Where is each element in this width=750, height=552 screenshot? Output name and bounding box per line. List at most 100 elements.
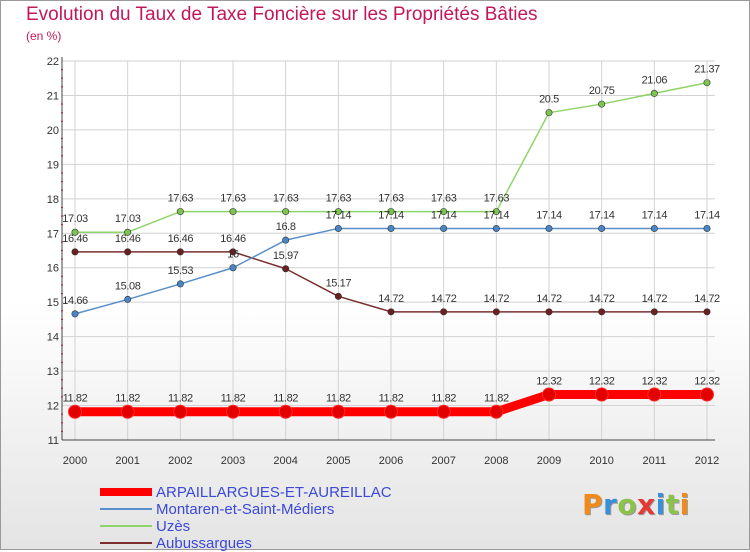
data-label: 17.14 bbox=[694, 209, 720, 221]
data-label: 21.06 bbox=[642, 74, 668, 86]
data-label: 16.8 bbox=[276, 221, 296, 233]
data-point bbox=[282, 208, 290, 216]
data-label: 17.14 bbox=[589, 209, 615, 221]
data-label: 14.72 bbox=[589, 293, 615, 305]
x-tick-label: 2003 bbox=[221, 455, 245, 467]
data-point bbox=[650, 224, 658, 232]
data-label: 11.82 bbox=[326, 393, 351, 405]
data-point bbox=[71, 248, 79, 256]
y-tick-label: 11 bbox=[48, 435, 59, 447]
data-point bbox=[71, 228, 79, 236]
data-label: 14.66 bbox=[62, 295, 88, 307]
data-point bbox=[334, 292, 342, 300]
data-label: 15.17 bbox=[326, 277, 352, 289]
data-point bbox=[334, 224, 342, 232]
data-label: 17.14 bbox=[484, 209, 510, 221]
data-label: 17.63 bbox=[273, 193, 299, 205]
data-label: 11.82 bbox=[221, 393, 246, 405]
data-label: 20.5 bbox=[539, 94, 559, 106]
y-tick-label: 22 bbox=[47, 56, 59, 68]
data-point bbox=[545, 224, 553, 232]
data-point bbox=[229, 264, 237, 272]
logo-letter: i bbox=[655, 488, 666, 521]
data-point bbox=[176, 208, 184, 216]
data-point bbox=[598, 308, 606, 316]
data-point bbox=[124, 248, 132, 256]
y-tick-label: 14 bbox=[47, 332, 59, 344]
data-point bbox=[650, 89, 658, 97]
y-tick-label: 13 bbox=[47, 366, 59, 378]
data-point bbox=[647, 387, 662, 402]
data-label: 14.72 bbox=[536, 293, 562, 305]
data-label: 15.53 bbox=[168, 265, 194, 277]
x-tick-label: 2008 bbox=[484, 455, 508, 467]
y-tick-label: 16 bbox=[47, 263, 59, 275]
data-point bbox=[436, 404, 451, 419]
data-label: 17.03 bbox=[115, 213, 141, 225]
y-axis-unit: (en %) bbox=[26, 29, 62, 43]
data-point bbox=[124, 295, 132, 303]
data-label: 20.75 bbox=[589, 85, 615, 97]
data-point bbox=[492, 308, 500, 316]
data-point bbox=[440, 208, 448, 216]
data-label: 11.82 bbox=[63, 393, 88, 405]
data-point bbox=[703, 308, 711, 316]
data-label: 11.82 bbox=[168, 393, 193, 405]
legend-swatch bbox=[100, 488, 152, 496]
data-point bbox=[282, 236, 290, 244]
axis-layer: 11 12 13 14 15 16 17 18 19 20 21 22 2000 2001 2002 2003… bbox=[47, 56, 719, 467]
legend-swatch bbox=[100, 525, 152, 527]
data-label: 15.08 bbox=[115, 280, 141, 292]
x-tick-label: 2011 bbox=[643, 455, 667, 467]
data-point bbox=[387, 224, 395, 232]
x-tick-label: 2001 bbox=[115, 455, 139, 467]
data-point bbox=[229, 248, 237, 256]
y-tick-label: 17 bbox=[47, 228, 59, 240]
data-point bbox=[545, 308, 553, 316]
data-label: 11.82 bbox=[484, 393, 509, 405]
data-point bbox=[176, 280, 184, 288]
data-label: 11.82 bbox=[379, 393, 404, 405]
data-label: 17.63 bbox=[168, 193, 194, 205]
legend-label: Aubussargues bbox=[156, 535, 252, 552]
data-point bbox=[598, 100, 606, 108]
data-point bbox=[545, 109, 553, 117]
data-label: 12.32 bbox=[536, 376, 562, 388]
data-label: 14.72 bbox=[484, 293, 510, 305]
data-label: 11.82 bbox=[115, 393, 140, 405]
data-point bbox=[598, 224, 606, 232]
data-point bbox=[387, 208, 395, 216]
data-point bbox=[331, 404, 346, 419]
data-point bbox=[703, 79, 711, 87]
y-tick-label: 19 bbox=[47, 159, 59, 171]
data-point bbox=[278, 404, 293, 419]
data-point bbox=[650, 308, 658, 316]
data-point bbox=[492, 224, 500, 232]
data-point bbox=[700, 387, 714, 402]
legend-swatch bbox=[100, 508, 152, 510]
data-point bbox=[542, 387, 556, 402]
data-label: 17.63 bbox=[484, 193, 510, 205]
x-tick-label: 2009 bbox=[537, 455, 561, 467]
data-label: 11.82 bbox=[431, 393, 456, 405]
data-label: 21.37 bbox=[694, 64, 720, 76]
legend-label: Montaren-et-Saint-Médiers bbox=[156, 501, 335, 518]
data-label: 17.63 bbox=[220, 193, 246, 205]
data-label: 17.14 bbox=[378, 209, 404, 221]
data-point bbox=[173, 404, 188, 419]
data-point bbox=[440, 224, 448, 232]
data-label: 17.14 bbox=[431, 209, 457, 221]
data-label: 15.97 bbox=[273, 250, 299, 262]
data-label: 12.32 bbox=[694, 376, 720, 388]
legend-label: ARPAILLARGUES-ET-AUREILLAC bbox=[156, 484, 392, 501]
data-point bbox=[387, 308, 395, 316]
data-label: 17.14 bbox=[326, 209, 352, 221]
x-tick-label: 2005 bbox=[326, 455, 350, 467]
data-point bbox=[492, 208, 500, 216]
data-label: 16.46 bbox=[168, 233, 194, 245]
data-label: 17.63 bbox=[326, 193, 352, 205]
x-tick-label: 2010 bbox=[589, 455, 613, 467]
grid-layer bbox=[62, 60, 715, 441]
logo-letter: x bbox=[637, 488, 656, 521]
